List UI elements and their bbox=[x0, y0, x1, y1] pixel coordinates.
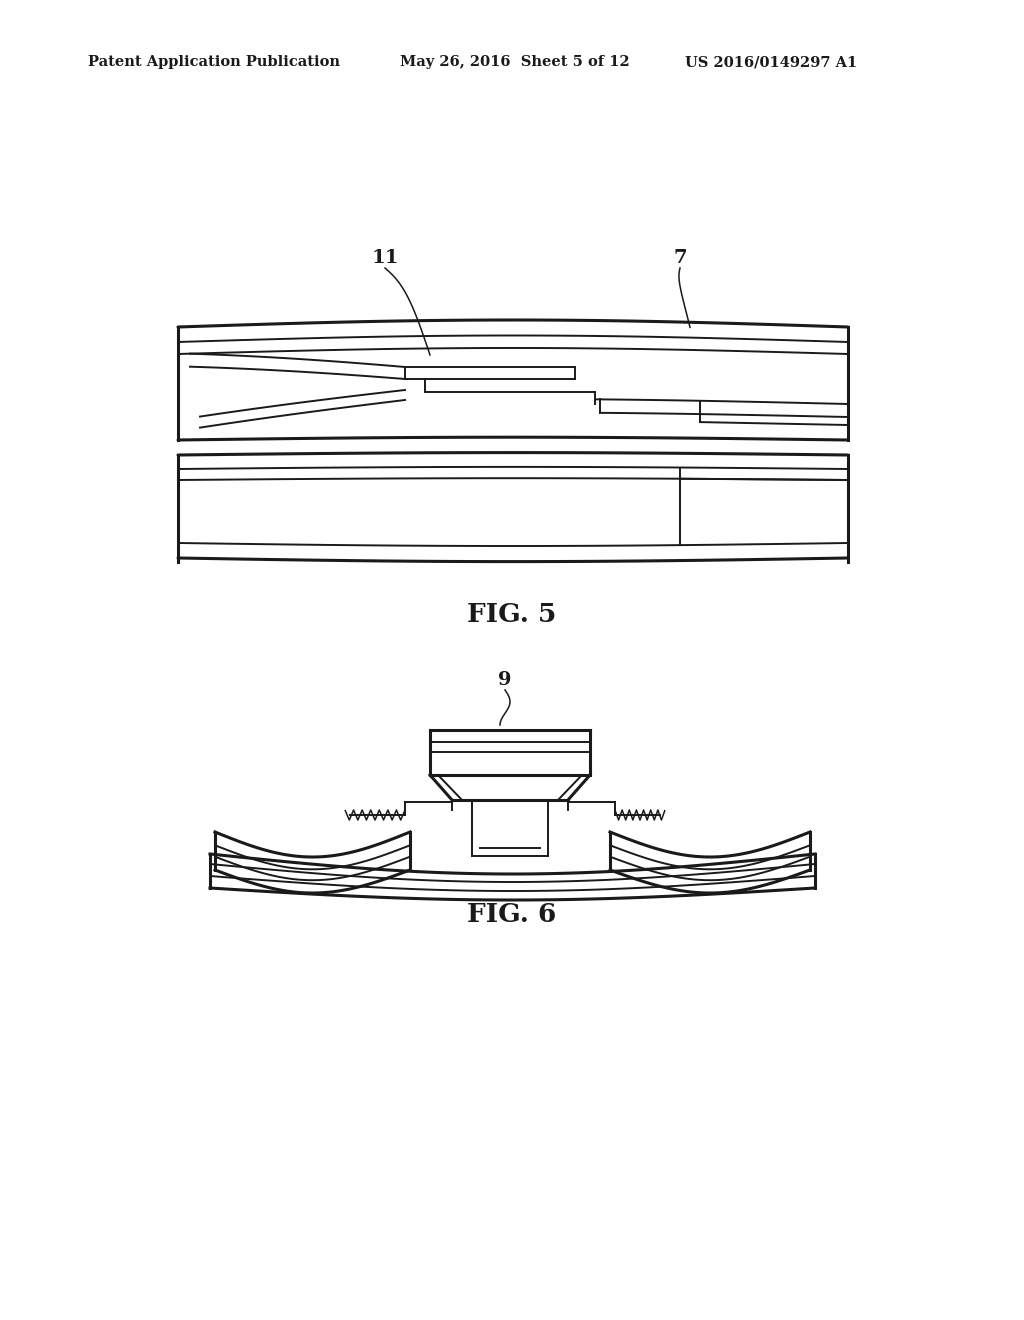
Text: Patent Application Publication: Patent Application Publication bbox=[88, 55, 340, 69]
Text: 11: 11 bbox=[372, 249, 398, 267]
Text: 7: 7 bbox=[673, 249, 687, 267]
Text: May 26, 2016  Sheet 5 of 12: May 26, 2016 Sheet 5 of 12 bbox=[400, 55, 630, 69]
Text: FIG. 6: FIG. 6 bbox=[467, 903, 557, 928]
Text: 9: 9 bbox=[499, 671, 512, 689]
Text: US 2016/0149297 A1: US 2016/0149297 A1 bbox=[685, 55, 857, 69]
Text: FIG. 5: FIG. 5 bbox=[467, 602, 557, 627]
